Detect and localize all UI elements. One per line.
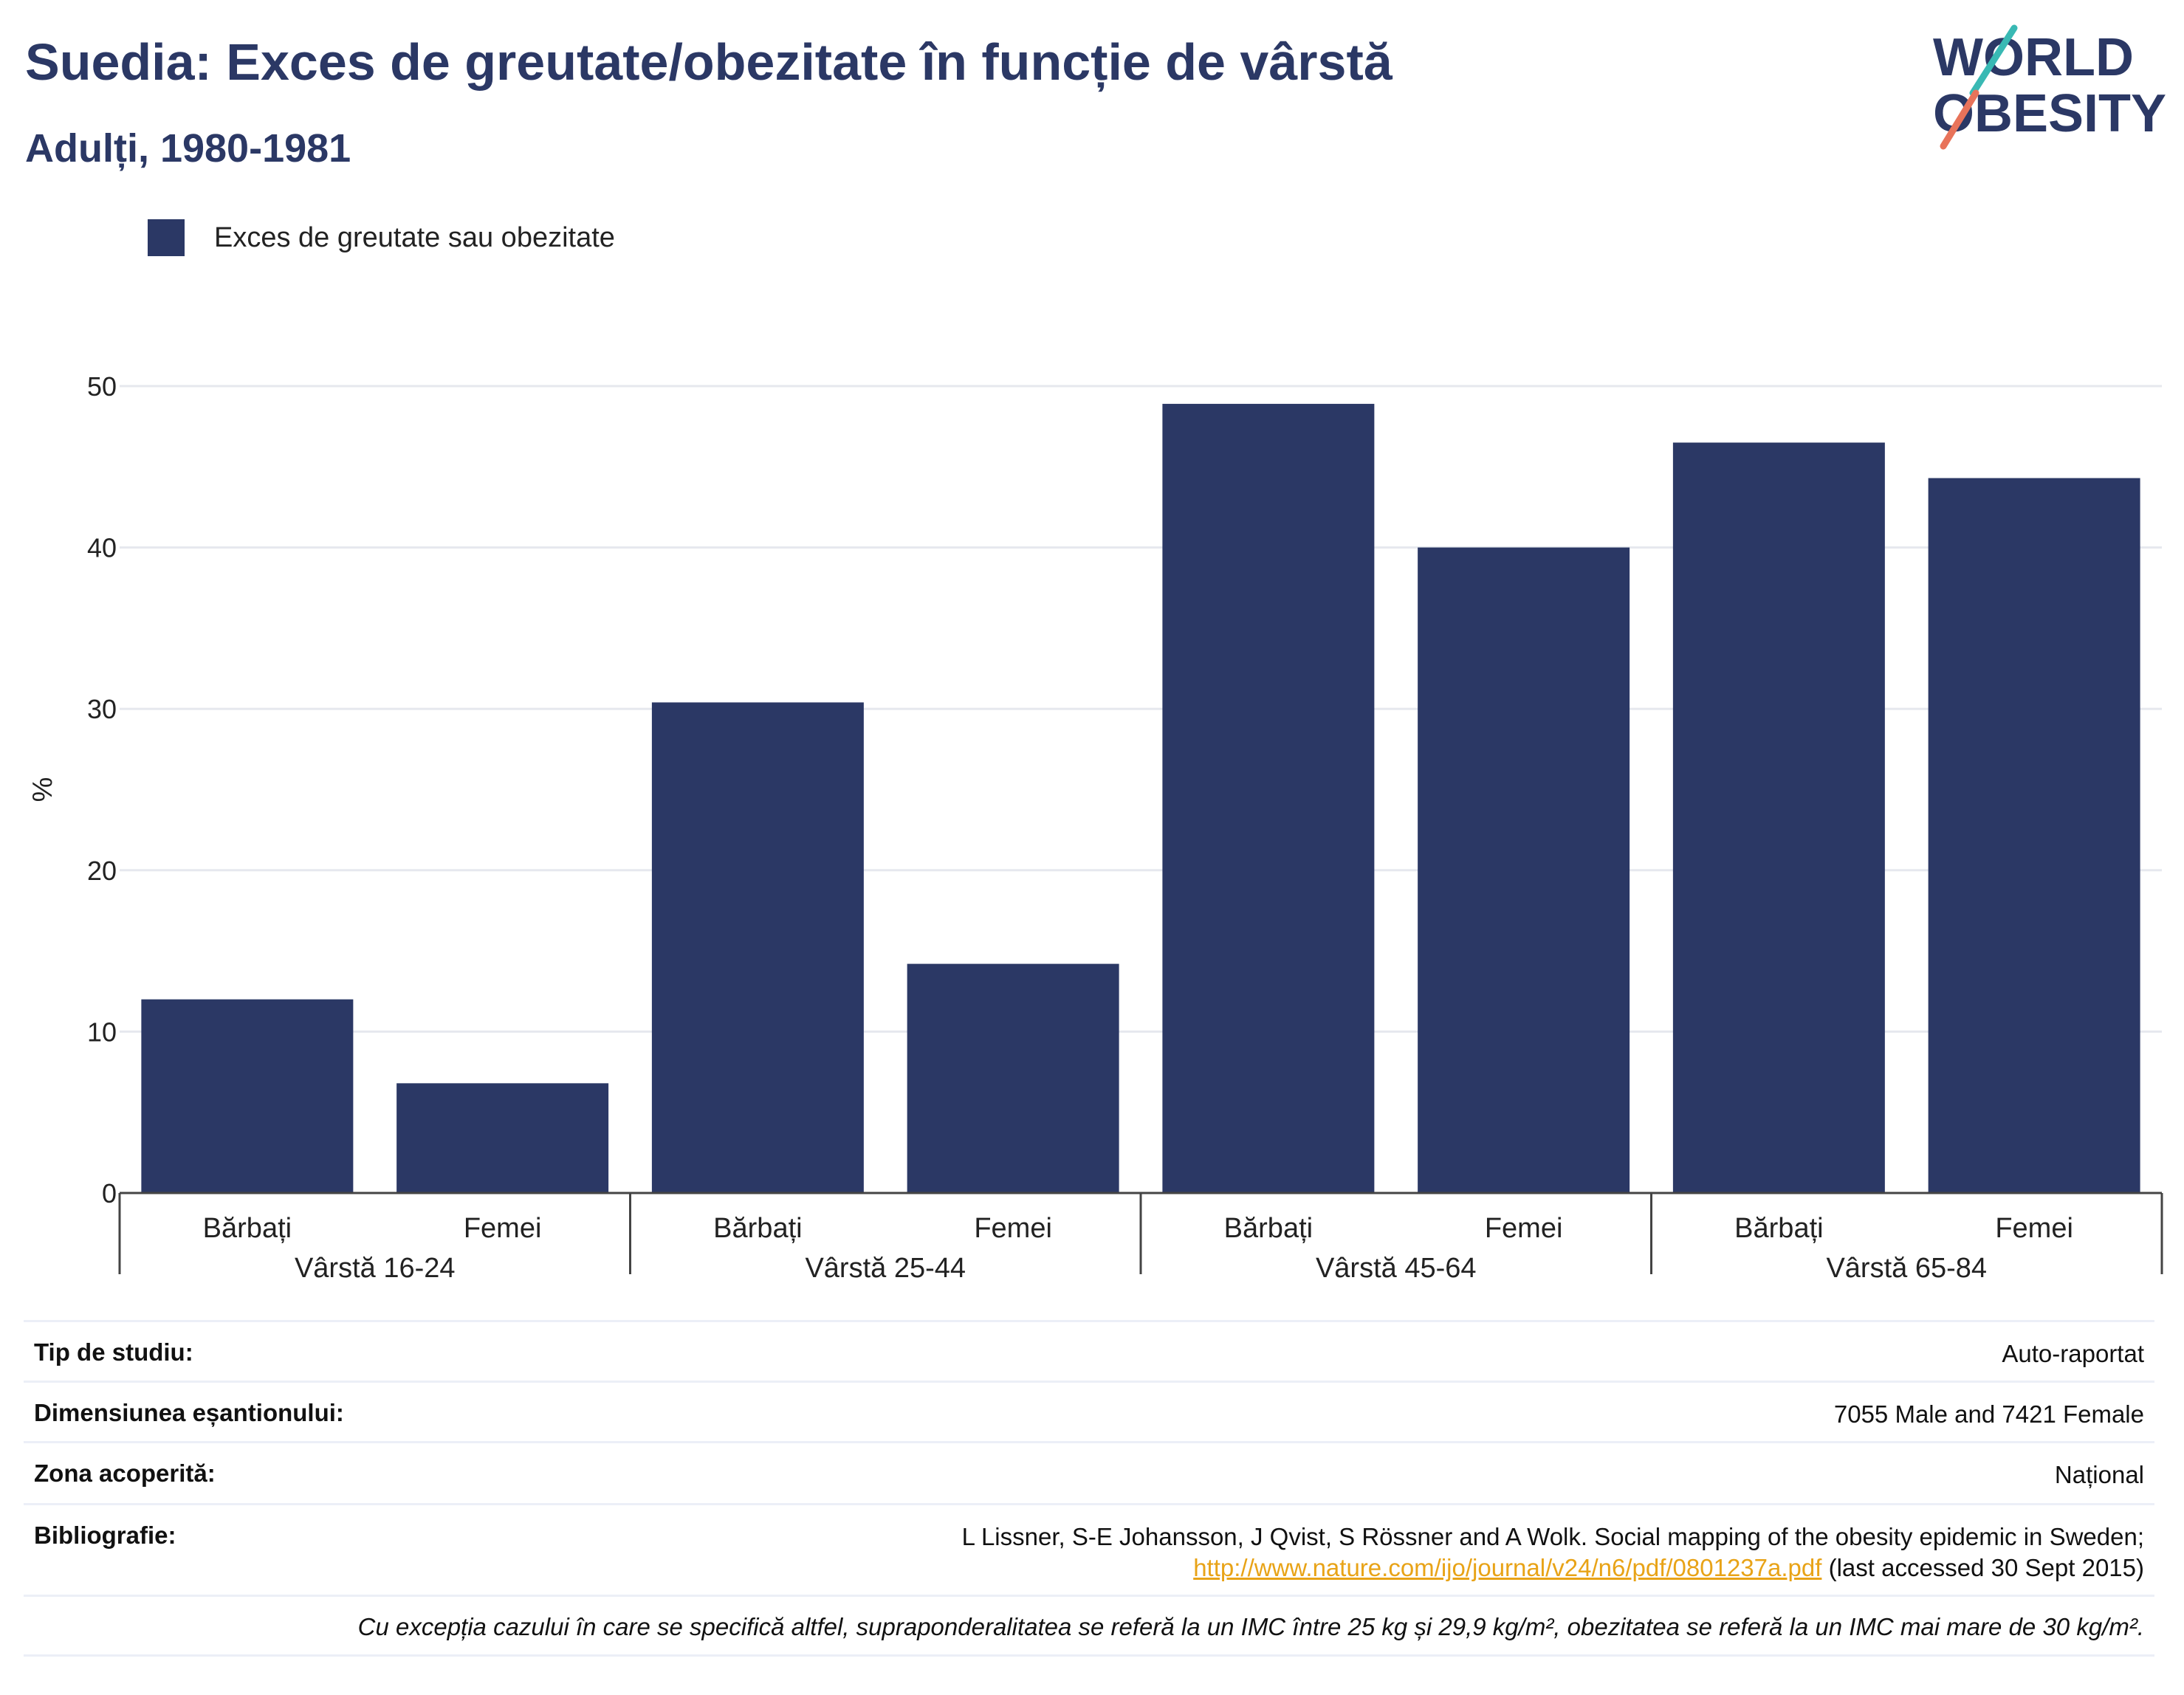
info-row-study-type: Tip de studiu: Auto-raportat (24, 1320, 2154, 1381)
bar (651, 702, 864, 1193)
y-tick-label: 30 (87, 694, 117, 724)
bar (1928, 478, 2140, 1193)
bibliography-link[interactable]: http://www.nature.com/ijo/journal/v24/n6… (1193, 1554, 1822, 1581)
y-tick-label: 10 (87, 1017, 117, 1047)
area-label: Zona acoperită: (34, 1460, 216, 1487)
info-row-area: Zona acoperită: Național (24, 1441, 2154, 1503)
bibliography-text: L Lissner, S-E Johansson, J Qvist, S Rös… (961, 1523, 2144, 1550)
chart-title: Suedia: Exces de greutate/obezitate în f… (25, 33, 1393, 91)
y-tick-label: 0 (102, 1178, 117, 1208)
info-row-sample-size: Dimensiunea eșantionului: 7055 Male and … (24, 1381, 2154, 1441)
x-group-label: Vârstă 45-64 (1316, 1253, 1477, 1284)
chart-legend: Exces de greutate sau obezitate (148, 219, 615, 257)
x-category-label: Bărbați (713, 1213, 802, 1244)
y-tick-label: 20 (87, 856, 117, 886)
bar (1162, 404, 1375, 1193)
x-category-label: Femei (1995, 1213, 2073, 1244)
study-type-label: Tip de studiu: (34, 1338, 193, 1366)
bar (141, 999, 354, 1193)
legend-swatch (148, 219, 185, 256)
x-category-label: Bărbați (1224, 1213, 1313, 1244)
bar (907, 963, 1119, 1193)
x-group-label: Vârstă 25-44 (805, 1253, 966, 1284)
logo-slash-top (1969, 24, 2018, 97)
y-axis-label: % (27, 777, 58, 802)
study-info-table: Tip de studiu: Auto-raportat Dimensiunea… (24, 1320, 2154, 1657)
x-group-label: Vârstă 16-24 (295, 1253, 456, 1284)
bibliography-value: L Lissner, S-E Johansson, J Qvist, S Rös… (962, 1522, 2144, 1584)
study-type-value: Auto-raportat (2002, 1340, 2144, 1367)
world-obesity-logo: WORLD OBESITY (1933, 24, 2166, 150)
bibliography-accessed: (last accessed 30 Sept 2015) (1828, 1554, 2144, 1581)
bibliography-label: Bibliografie: (34, 1522, 176, 1549)
x-group-label: Vârstă 65-84 (1826, 1253, 1987, 1284)
y-tick-label: 50 (87, 371, 117, 402)
logo-text-line1: WORLD (1933, 28, 2134, 87)
x-category-label: Femei (464, 1213, 542, 1244)
x-category-label: Femei (1485, 1213, 1563, 1244)
logo-slash-bottom (1940, 89, 1979, 150)
definition-note: Cu excepția cazului în care se specifică… (24, 1595, 2154, 1657)
x-category-label: Bărbați (203, 1213, 292, 1244)
legend-label: Exces de greutate sau obezitate (214, 221, 615, 253)
area-value: Național (2054, 1461, 2144, 1488)
bar (1418, 547, 1630, 1193)
x-category-label: Femei (974, 1213, 1052, 1244)
bar (1672, 442, 1885, 1193)
y-tick-label: 40 (87, 533, 117, 563)
chart-subtitle: Adulți, 1980-1981 (25, 126, 351, 171)
info-row-bibliography: Bibliografie: L Lissner, S-E Johansson, … (24, 1503, 2154, 1595)
sample-size-value: 7055 Male and 7421 Female (1833, 1400, 2144, 1428)
x-category-label: Bărbați (1734, 1213, 1823, 1244)
sample-size-label: Dimensiunea eșantionului: (34, 1399, 344, 1426)
bar (396, 1083, 609, 1193)
